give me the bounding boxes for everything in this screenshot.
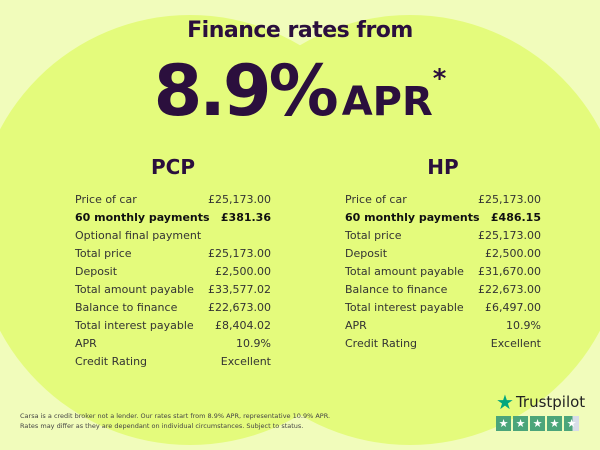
- table-row: Balance to finance £22,673.00: [75, 299, 271, 317]
- pcp-title: PCP: [151, 155, 195, 179]
- row-value: 10.9%: [236, 337, 271, 350]
- row-label: APR: [75, 337, 97, 350]
- row-value: £2,500.00: [215, 265, 271, 278]
- table-row: Credit Rating Excellent: [345, 335, 541, 353]
- trustpilot-name: Trustpilot: [515, 393, 586, 411]
- row-value: £33,577.02: [208, 283, 271, 296]
- row-value: £8,404.02: [215, 319, 271, 332]
- rating-star-icon: ★: [496, 416, 511, 431]
- row-value: £25,173.00: [208, 247, 271, 260]
- table-row: 60 monthly payments £486.15: [345, 209, 541, 227]
- hp-table: HP Price of car £25,173.00 60 monthly payme…: [345, 155, 541, 353]
- table-row: Total price £25,173.00: [345, 227, 541, 245]
- table-row: Price of car £25,173.00: [75, 191, 271, 209]
- row-label: Optional final payment: [75, 229, 202, 242]
- asterisk: *: [432, 64, 447, 94]
- row-label: Price of car: [345, 193, 407, 206]
- table-row: Total amount payable £31,670.00: [345, 263, 541, 281]
- trustpilot-star-icon: ★: [496, 390, 514, 414]
- table-row: Total amount payable £33,577.02: [75, 281, 271, 299]
- row-value: £22,673.00: [208, 301, 271, 314]
- row-label: Total amount payable: [75, 283, 194, 296]
- row-label: Deposit: [345, 247, 388, 260]
- row-value: 10.9%: [506, 319, 541, 332]
- row-value: £2,500.00: [485, 247, 541, 260]
- rating-star-icon: ★: [530, 416, 545, 431]
- rating-star-icon: ★: [564, 416, 579, 431]
- rating-star-icon: ★: [513, 416, 528, 431]
- table-row: Total interest payable £6,497.00: [345, 299, 541, 317]
- row-label: Total interest payable: [75, 319, 194, 332]
- background-circle-right: [195, 15, 600, 445]
- row-label: Balance to finance: [75, 301, 178, 314]
- row-label: 60 monthly payments: [345, 211, 480, 224]
- row-label: Deposit: [75, 265, 118, 278]
- row-value: £25,173.00: [478, 229, 541, 242]
- row-value: £6,497.00: [485, 301, 541, 314]
- row-label: Total interest payable: [345, 301, 464, 314]
- rate-value: 8.9%: [153, 50, 339, 132]
- row-label: Total price: [345, 229, 402, 242]
- hp-title: HP: [427, 155, 459, 179]
- row-value: Excellent: [490, 337, 541, 350]
- table-row: APR 10.9%: [75, 335, 271, 353]
- row-value: Excellent: [220, 355, 271, 368]
- row-label: Price of car: [75, 193, 137, 206]
- table-row: Credit Rating Excellent: [75, 353, 271, 371]
- row-value: £381.36: [220, 211, 271, 224]
- row-value: £486.15: [490, 211, 541, 224]
- row-value: £31,670.00: [478, 265, 541, 278]
- row-label: 60 monthly payments: [75, 211, 210, 224]
- page-title: Finance rates from: [187, 18, 413, 43]
- apr-label: APR: [341, 79, 433, 125]
- row-label: Credit Rating: [75, 355, 148, 368]
- row-value: £25,173.00: [208, 193, 271, 206]
- table-row: Optional final payment: [75, 227, 271, 245]
- row-value: £22,673.00: [478, 283, 541, 296]
- trustpilot-rating: ★ ★ ★ ★ ★: [496, 416, 585, 431]
- disclaimer-line-1: Carsa is a credit broker not a lender. O…: [20, 412, 331, 420]
- rating-star-icon: ★: [547, 416, 562, 431]
- headline-rate: 8.9% APR*: [0, 50, 600, 132]
- row-label: Balance to finance: [345, 283, 448, 296]
- row-label: Total price: [75, 247, 132, 260]
- table-row: Price of car £25,173.00: [345, 191, 541, 209]
- table-row: 60 monthly payments £381.36: [75, 209, 271, 227]
- trustpilot-badge[interactable]: ★ Trustpilot ★ ★ ★ ★ ★: [496, 390, 585, 431]
- row-label: Credit Rating: [345, 337, 418, 350]
- disclaimer-line-2: Rates may differ as they are dependant o…: [20, 422, 304, 430]
- disclaimer: Carsa is a credit broker not a lender. O…: [20, 411, 330, 431]
- row-label: Total amount payable: [345, 265, 464, 278]
- table-row: Total price £25,173.00: [75, 245, 271, 263]
- table-row: APR 10.9%: [345, 317, 541, 335]
- table-row: Deposit £2,500.00: [75, 263, 271, 281]
- row-label: APR: [345, 319, 367, 332]
- pcp-table: PCP Price of car £25,173.00 60 monthly paym…: [75, 155, 271, 371]
- table-row: Total interest payable £8,404.02: [75, 317, 271, 335]
- table-row: Deposit £2,500.00: [345, 245, 541, 263]
- row-value: £25,173.00: [478, 193, 541, 206]
- table-row: Balance to finance £22,673.00: [345, 281, 541, 299]
